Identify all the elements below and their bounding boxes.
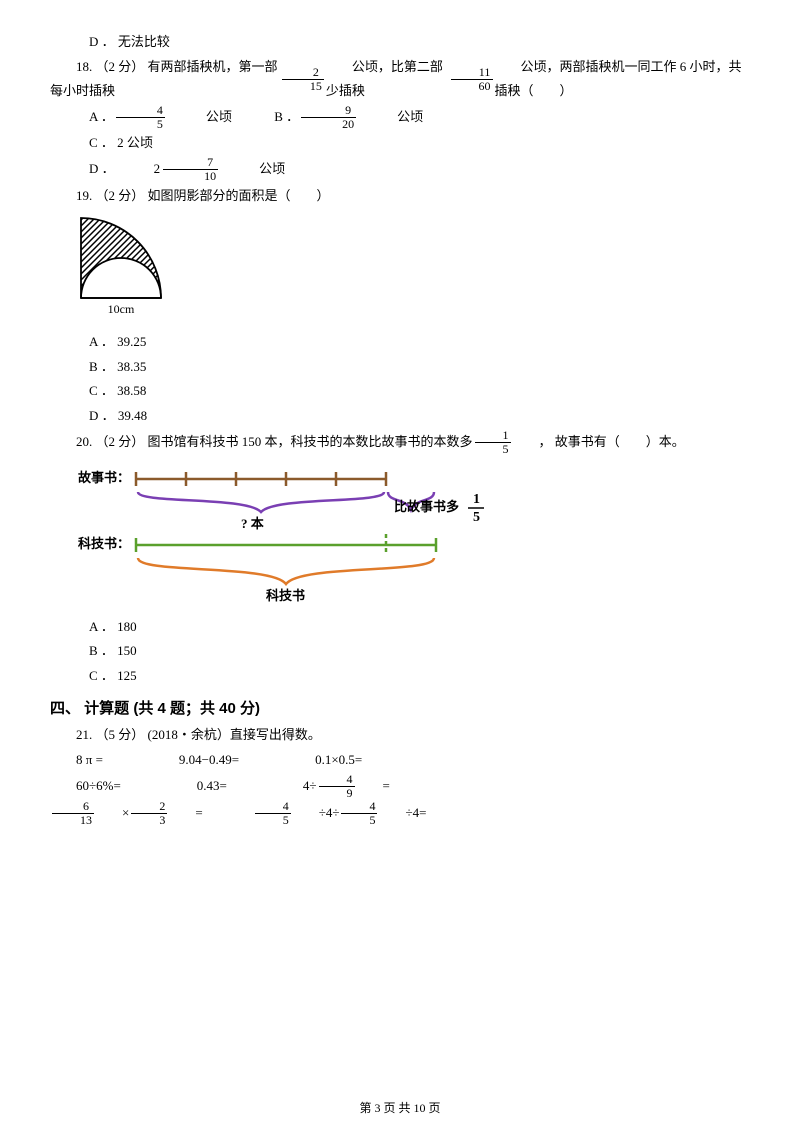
q19-option-d: D ． 39.48: [50, 404, 750, 429]
q18-option-b: B ． 920 公顷: [235, 104, 423, 131]
svg-text:10cm: 10cm: [108, 302, 135, 316]
quarter-circle-diagram: 10cm: [76, 213, 171, 318]
q19-stem: 19. （2 分） 如图阴影部分的面积是（ ）: [50, 184, 750, 209]
svg-text:? 本: ? 本: [241, 516, 264, 531]
q17-option-d: D ． 无法比较: [50, 30, 750, 55]
q19-option-a: A ． 39.25: [50, 330, 750, 355]
q21-row2: 60÷6%= 0.43= 4÷ 49 =: [50, 773, 750, 800]
svg-text:科技书: 科技书: [266, 588, 305, 603]
q18-option-c: C ． 2 公顷: [50, 131, 750, 156]
q18-option-a: A ． 45 公顷: [50, 104, 232, 131]
svg-text:故事书：: 故事书：: [78, 470, 130, 485]
q20-option-b: B ． 150: [50, 639, 750, 664]
q18-suffix: 公顷，两部插秧机一同工作 6 小时，共插秧（ ）: [495, 55, 750, 104]
q20-option-c: C ． 125: [50, 664, 750, 689]
q18-option-d: D ． 2 710 公顷: [50, 156, 285, 183]
q19-option-c: C ． 38.58: [50, 379, 750, 404]
q21-row1: 8 π = 9.04−0.49= 0.1×0.5=: [50, 748, 750, 773]
q21-stem: 21. （5 分） (2018・余杭）直接写出得数。: [50, 723, 750, 748]
fraction-1-5: 1 5: [475, 429, 511, 456]
svg-text:科技书：: 科技书：: [78, 536, 130, 551]
q21-row3: 613 × 23 = 45 ÷4÷ 45 ÷4=: [50, 800, 750, 827]
svg-text:1: 1: [473, 492, 480, 507]
page-footer: 第 3 页 共 10 页: [0, 1097, 800, 1120]
svg-text:5: 5: [473, 510, 480, 525]
q19-option-b: B ． 38.35: [50, 355, 750, 380]
section-4-heading: 四、 计算题 (共 4 题；共 40 分): [50, 695, 750, 724]
q18-mid: 公顷，比第二部少插秧: [326, 55, 449, 104]
q20-stem: 20. （2 分） 图书馆有科技书 150 本，科技书的本数比故事书的本数多 1…: [50, 429, 685, 456]
svg-text:比故事书多: 比故事书多: [394, 499, 459, 514]
q20-option-a: A ． 180: [50, 615, 750, 640]
fraction-11-60: 11 60: [451, 66, 493, 93]
q18-prefix: 18. （2 分） 有两部插秧机，第一部每小时插秧: [50, 55, 280, 104]
q18-stem: 18. （2 分） 有两部插秧机，第一部每小时插秧 2 15 公顷，比第二部少插…: [50, 55, 750, 104]
fraction-2-15: 2 15: [282, 66, 324, 93]
tape-diagram: 故事书： ? 本 比故事书多 1 5 科技书： 科技书: [76, 464, 506, 604]
